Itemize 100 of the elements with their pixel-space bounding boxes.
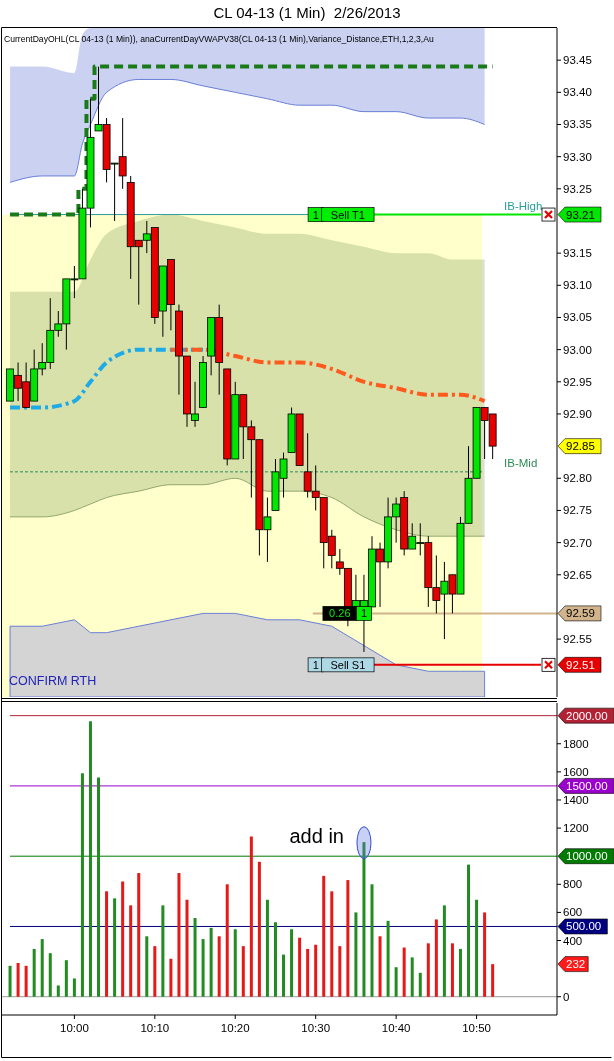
annotation: CurrentDayOHL(CL 04-13 (1 Min)), anaCurrentDayVWAPV38(CL 04-13 (1 Min),Variance_Distance,ETH,1,2,3,Au: [4, 34, 434, 44]
annotation: add in: [289, 824, 344, 847]
bar: [72, 978, 76, 997]
bar: [24, 965, 28, 997]
bar: [97, 777, 101, 997]
y-tick-label: 400: [563, 934, 583, 947]
bar: [410, 957, 414, 997]
bar: [80, 773, 84, 997]
annotation: 92.85: [566, 440, 595, 453]
y-tick-label: 92.95: [563, 375, 592, 388]
bar: [330, 891, 334, 997]
bar: [475, 899, 479, 997]
line-series: [9, 78, 486, 183]
ref-line-label: 1000.00: [566, 850, 608, 863]
bar: [491, 964, 495, 997]
ref-line-label: 92.59: [566, 607, 595, 620]
y-tick-label: 1800: [563, 737, 589, 750]
bar: [201, 939, 205, 997]
annotation: 1: [312, 658, 319, 671]
bar: [129, 905, 133, 997]
y-tick-label: 1200: [563, 822, 589, 835]
bar: [40, 939, 44, 997]
bar: [113, 898, 117, 997]
bar: [137, 873, 141, 997]
line-series: [9, 477, 486, 537]
bar: [290, 929, 294, 997]
bar: [217, 936, 221, 997]
y-tick-label: 93.10: [563, 279, 592, 292]
bar: [88, 721, 92, 997]
bar: [346, 880, 350, 997]
annotation: 1: [360, 607, 368, 620]
bar: [386, 920, 390, 997]
bar: [64, 960, 68, 997]
x-tick-label: 10:20: [220, 1022, 250, 1034]
bar: [442, 905, 446, 997]
bar: [153, 946, 157, 997]
y-tick-label: 92.80: [563, 472, 592, 485]
bar: [426, 943, 430, 997]
bar: [241, 946, 245, 997]
bar: [209, 927, 213, 997]
y-tick-label: 93.25: [563, 182, 592, 195]
bar: [185, 899, 189, 997]
y-tick-label: 93.00: [563, 343, 592, 356]
x-tick-label: 10:50: [462, 1022, 491, 1034]
annotation: 1: [312, 208, 319, 221]
bar: [105, 891, 109, 997]
y-tick-label: 92.90: [563, 407, 592, 420]
y-tick-label: 93.15: [563, 247, 592, 260]
ref-line-label: 2000.00: [566, 709, 608, 722]
annotation: Sell S1: [330, 658, 366, 671]
bar: [225, 884, 229, 997]
chart-title: CL 04-13 (1 Min) 2/26/2013: [213, 4, 401, 21]
bar: [418, 972, 422, 997]
annotation: 0.26: [329, 607, 351, 620]
ref-line-label: 93.21: [566, 208, 595, 221]
y-tick-label: 92.55: [563, 633, 592, 646]
y-tick-label: 800: [563, 878, 583, 891]
y-tick-label: 93.30: [563, 150, 592, 163]
bar: [233, 929, 237, 997]
bar: [16, 963, 20, 997]
y-tick-label: 92.75: [563, 504, 592, 517]
y-tick-label: 93.45: [563, 54, 592, 67]
bar: [458, 948, 462, 997]
ref-line-label: IB-Mid: [504, 456, 538, 469]
x-tick-label: 10:30: [301, 1022, 331, 1034]
bar: [273, 922, 277, 997]
y-tick-label: 1600: [563, 765, 589, 778]
bar: [265, 899, 269, 997]
bar: [145, 936, 149, 997]
bar: [483, 912, 487, 997]
bar: [169, 958, 173, 997]
bar: [370, 884, 374, 997]
annotation: CONFIRM RTH: [9, 674, 97, 688]
bar: [177, 873, 181, 997]
y-tick-label: 0: [563, 990, 570, 1003]
x-tick-label: 10:00: [60, 1022, 89, 1034]
bar: [362, 842, 366, 997]
bar: [322, 875, 326, 997]
bar: [467, 864, 471, 997]
x-tick-label: 10:40: [381, 1022, 411, 1034]
ref-line-label: 500.00: [566, 920, 602, 933]
y-tick-label: 92.70: [563, 536, 592, 549]
y-tick-label: 93.35: [563, 118, 592, 131]
bar: [257, 861, 261, 997]
y-tick-label: 92.65: [563, 568, 592, 581]
ref-line-label: 1500.00: [566, 779, 608, 792]
annotation: Sell T1: [330, 208, 365, 221]
y-tick-label: 93.40: [563, 86, 592, 99]
y-tick-label: 1400: [563, 793, 589, 806]
bar: [282, 954, 286, 997]
bar: [314, 944, 318, 997]
x-tick-label: 10:10: [140, 1022, 170, 1034]
bar: [402, 947, 406, 997]
bar: [56, 985, 60, 997]
bar: [121, 881, 125, 997]
ref-line-label: 92.51: [566, 658, 595, 671]
y-tick-label: 93.05: [563, 311, 592, 324]
ref-line-label: IB-High: [504, 199, 543, 212]
bar: [450, 943, 454, 997]
bar: [161, 905, 165, 997]
